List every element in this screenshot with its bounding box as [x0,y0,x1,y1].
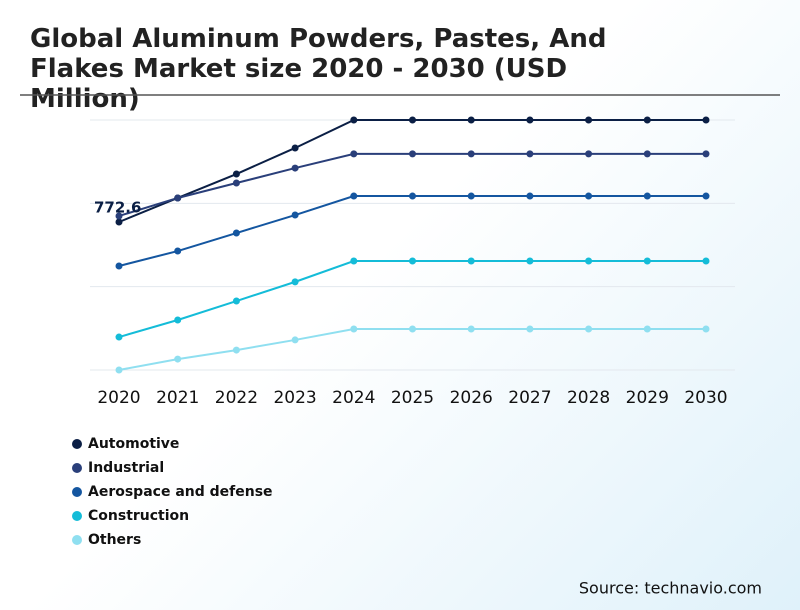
point [585,257,593,265]
x-tick-label: 2027 [508,388,551,408]
legend-label: Others [88,532,141,548]
point [115,218,123,226]
point [115,212,123,220]
point [409,192,416,200]
point [232,346,240,354]
point [232,297,240,305]
legend-label: Aerospace and defense [88,484,273,500]
point [467,257,475,265]
point [350,116,358,124]
point [232,229,240,237]
x-tick-label: 2028 [567,388,610,408]
point [585,192,593,200]
x-tick-label: 2023 [273,388,316,408]
point [526,150,534,158]
point [526,116,534,124]
point [702,150,710,158]
point [174,194,182,202]
x-tick-label: 2026 [450,388,493,408]
series-line [118,195,706,267]
point [702,257,710,265]
point [350,150,358,158]
legend-marker [72,463,82,473]
point [291,278,299,286]
point [350,325,358,333]
point [643,257,651,265]
legend-marker [72,439,82,449]
point [174,316,182,324]
point [350,192,358,200]
point [467,150,475,158]
point [643,192,651,200]
point [232,170,240,178]
point [643,116,651,124]
legend-marker [72,511,82,521]
point [526,325,534,333]
point [409,325,416,333]
point [291,144,299,152]
source: Source: technavio.com [579,579,762,598]
x-tick-label: 2020 [97,388,140,408]
point [467,116,475,124]
x-tick-label: 2030 [684,388,727,408]
x-tick-label: 2025 [391,388,434,408]
point [174,355,182,363]
point [232,179,240,187]
point [350,257,358,265]
point [585,116,593,124]
x-tick-label: 2024 [332,388,375,408]
legend-label: Industrial [88,460,164,476]
point [409,116,416,124]
point [409,150,416,158]
point [115,262,123,270]
point [409,257,416,265]
point [526,257,534,265]
point [174,247,182,255]
x-tick-label: 2029 [626,388,669,408]
series-line [118,328,706,371]
point [467,325,475,333]
x-tick-label: 2021 [156,388,199,408]
legend-marker [72,535,82,545]
series-line [118,119,706,223]
point [585,150,593,158]
point [526,192,534,200]
x-tick-label: 2022 [215,388,258,408]
point [291,211,299,219]
point [115,333,123,341]
point [291,336,299,344]
point [291,164,299,172]
point [702,325,710,333]
point [585,325,593,333]
chart-title: Global Aluminum Powders, Pastes, And Fla… [30,24,607,114]
legend-label: Automotive [88,436,179,452]
point [702,116,710,124]
point [643,150,651,158]
legend-marker [72,487,82,497]
point [702,192,710,200]
legend-label: Construction [88,508,189,524]
point [115,366,123,374]
point [643,325,651,333]
point [467,192,475,200]
data-label: 772.6 [94,199,141,217]
